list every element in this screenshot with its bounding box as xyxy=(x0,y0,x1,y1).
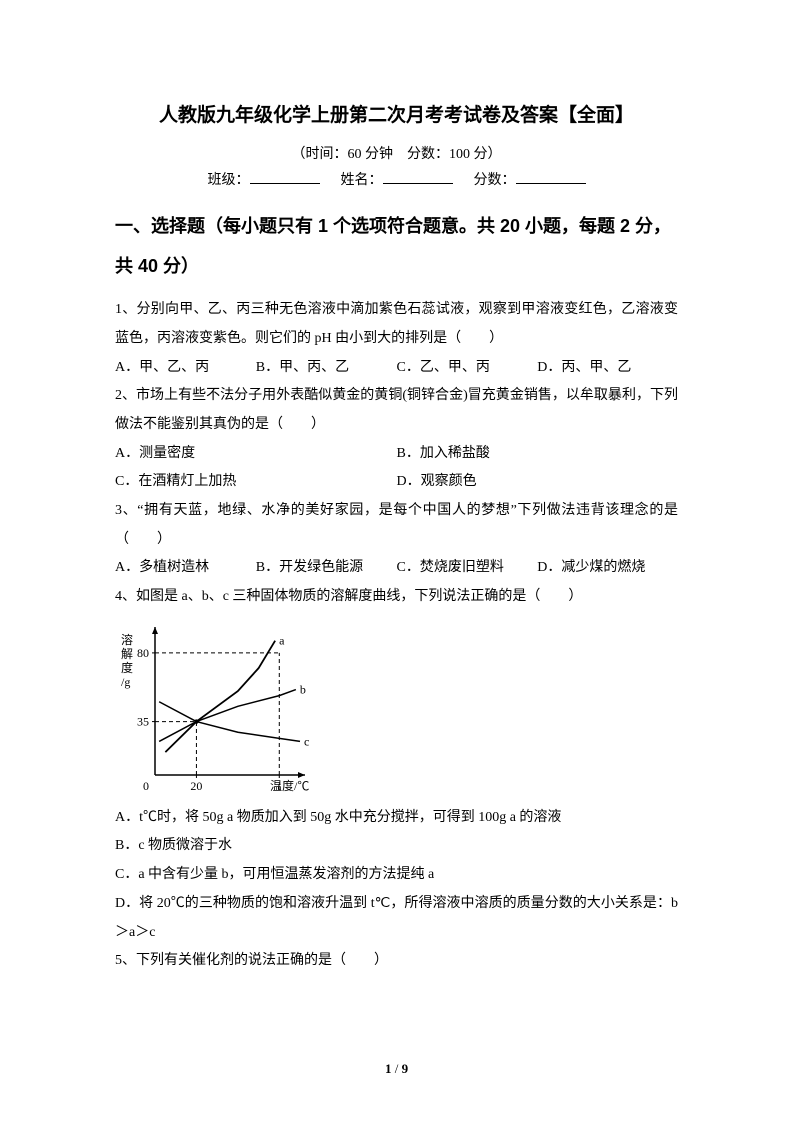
page-total: 9 xyxy=(402,1061,409,1076)
q2-option-b[interactable]: B．加入稀盐酸 xyxy=(397,440,679,469)
svg-text:35: 35 xyxy=(137,714,149,728)
score-label: 分数：100 分） xyxy=(407,147,502,162)
q3-option-d[interactable]: D．减少煤的燃烧 xyxy=(537,554,678,583)
q2-option-d[interactable]: D．观察颜色 xyxy=(397,468,679,497)
exam-title: 人教版九年级化学上册第二次月考考试卷及答案【全面】 xyxy=(115,100,678,127)
q1-option-b[interactable]: B．甲、丙、乙 xyxy=(256,354,397,383)
svg-text:a: a xyxy=(279,633,285,647)
q3-option-a[interactable]: A．多植树造林 xyxy=(115,554,256,583)
score-field-label: 分数： xyxy=(474,173,516,188)
svg-text:80: 80 xyxy=(137,646,149,660)
q4-option-d[interactable]: D．将 20℃的三种物质的饱和溶液升温到 t℃，所得溶液中溶质的质量分数的大小关… xyxy=(115,890,678,947)
page-sep: / xyxy=(391,1061,401,1076)
question-5-text: 5、下列有关催化剂的说法正确的是（ ） xyxy=(115,947,678,976)
student-info-line: 班级： 姓名： 分数： xyxy=(115,169,678,189)
svg-text:溶: 溶 xyxy=(121,632,133,647)
q1-option-d[interactable]: D．丙、甲、乙 xyxy=(537,354,678,383)
q1-option-c[interactable]: C．乙、甲、丙 xyxy=(397,354,538,383)
question-3-text: 3、“拥有天蓝，地绿、水净的美好家园，是每个中国人的梦想”下列做法违背该理念的是… xyxy=(115,497,678,554)
q4-option-b[interactable]: B．c 物质微溶于水 xyxy=(115,832,678,861)
time-label: （时间：60 分钟 xyxy=(292,147,394,162)
svg-text:解: 解 xyxy=(121,647,133,661)
page-number: 1 / 9 xyxy=(0,1061,793,1077)
exam-meta: （时间：60 分钟 分数：100 分） xyxy=(115,143,678,163)
question-1-options: A．甲、乙、丙 B．甲、丙、乙 C．乙、甲、丙 D．丙、甲、乙 xyxy=(115,354,678,383)
section-1-header: 一、选择题（每小题只有 1 个选项符合题意。共 20 小题，每题 2 分，共 4… xyxy=(115,207,678,286)
svg-text:20: 20 xyxy=(190,779,202,793)
question-4-text: 4、如图是 a、b、c 三种固体物质的溶解度曲线，下列说法正确的是（ ） xyxy=(115,583,678,612)
svg-text:b: b xyxy=(300,682,306,696)
q3-option-c[interactable]: C．焚烧废旧塑料 xyxy=(397,554,538,583)
class-label: 班级： xyxy=(208,173,250,188)
q4-option-c[interactable]: C．a 中含有少量 b，可用恒温蒸发溶剂的方法提纯 a xyxy=(115,861,678,890)
name-label: 姓名： xyxy=(341,173,383,188)
class-blank[interactable] xyxy=(250,170,320,184)
name-blank[interactable] xyxy=(383,170,453,184)
solubility-chart: abc3580020t溶解度/g温度/℃ xyxy=(115,620,315,800)
svg-text:温度/℃: 温度/℃ xyxy=(270,778,309,793)
q2-option-a[interactable]: A．测量密度 xyxy=(115,440,397,469)
question-2-options: A．测量密度 B．加入稀盐酸 C．在酒精灯上加热 D．观察颜色 xyxy=(115,440,678,497)
score-blank[interactable] xyxy=(516,170,586,184)
q2-option-c[interactable]: C．在酒精灯上加热 xyxy=(115,468,397,497)
question-2-text: 2、市场上有些不法分子用外表酷似黄金的黄铜(铜锌合金)冒充黄金销售，以牟取暴利，… xyxy=(115,382,678,439)
q4-option-a[interactable]: A．t℃时，将 50g a 物质加入到 50g 水中充分搅拌，可得到 100g … xyxy=(115,804,678,833)
q3-option-b[interactable]: B．开发绿色能源 xyxy=(256,554,397,583)
svg-text:0: 0 xyxy=(143,779,149,793)
svg-text:/g: /g xyxy=(121,675,130,689)
question-1-text: 1、分别向甲、乙、丙三种无色溶液中滴加紫色石蕊试液，观察到甲溶液变红色，乙溶液变… xyxy=(115,296,678,353)
question-3-options: A．多植树造林 B．开发绿色能源 C．焚烧废旧塑料 D．减少煤的燃烧 xyxy=(115,554,678,583)
q1-option-a[interactable]: A．甲、乙、丙 xyxy=(115,354,256,383)
svg-text:度: 度 xyxy=(121,660,133,675)
svg-text:c: c xyxy=(304,734,309,748)
